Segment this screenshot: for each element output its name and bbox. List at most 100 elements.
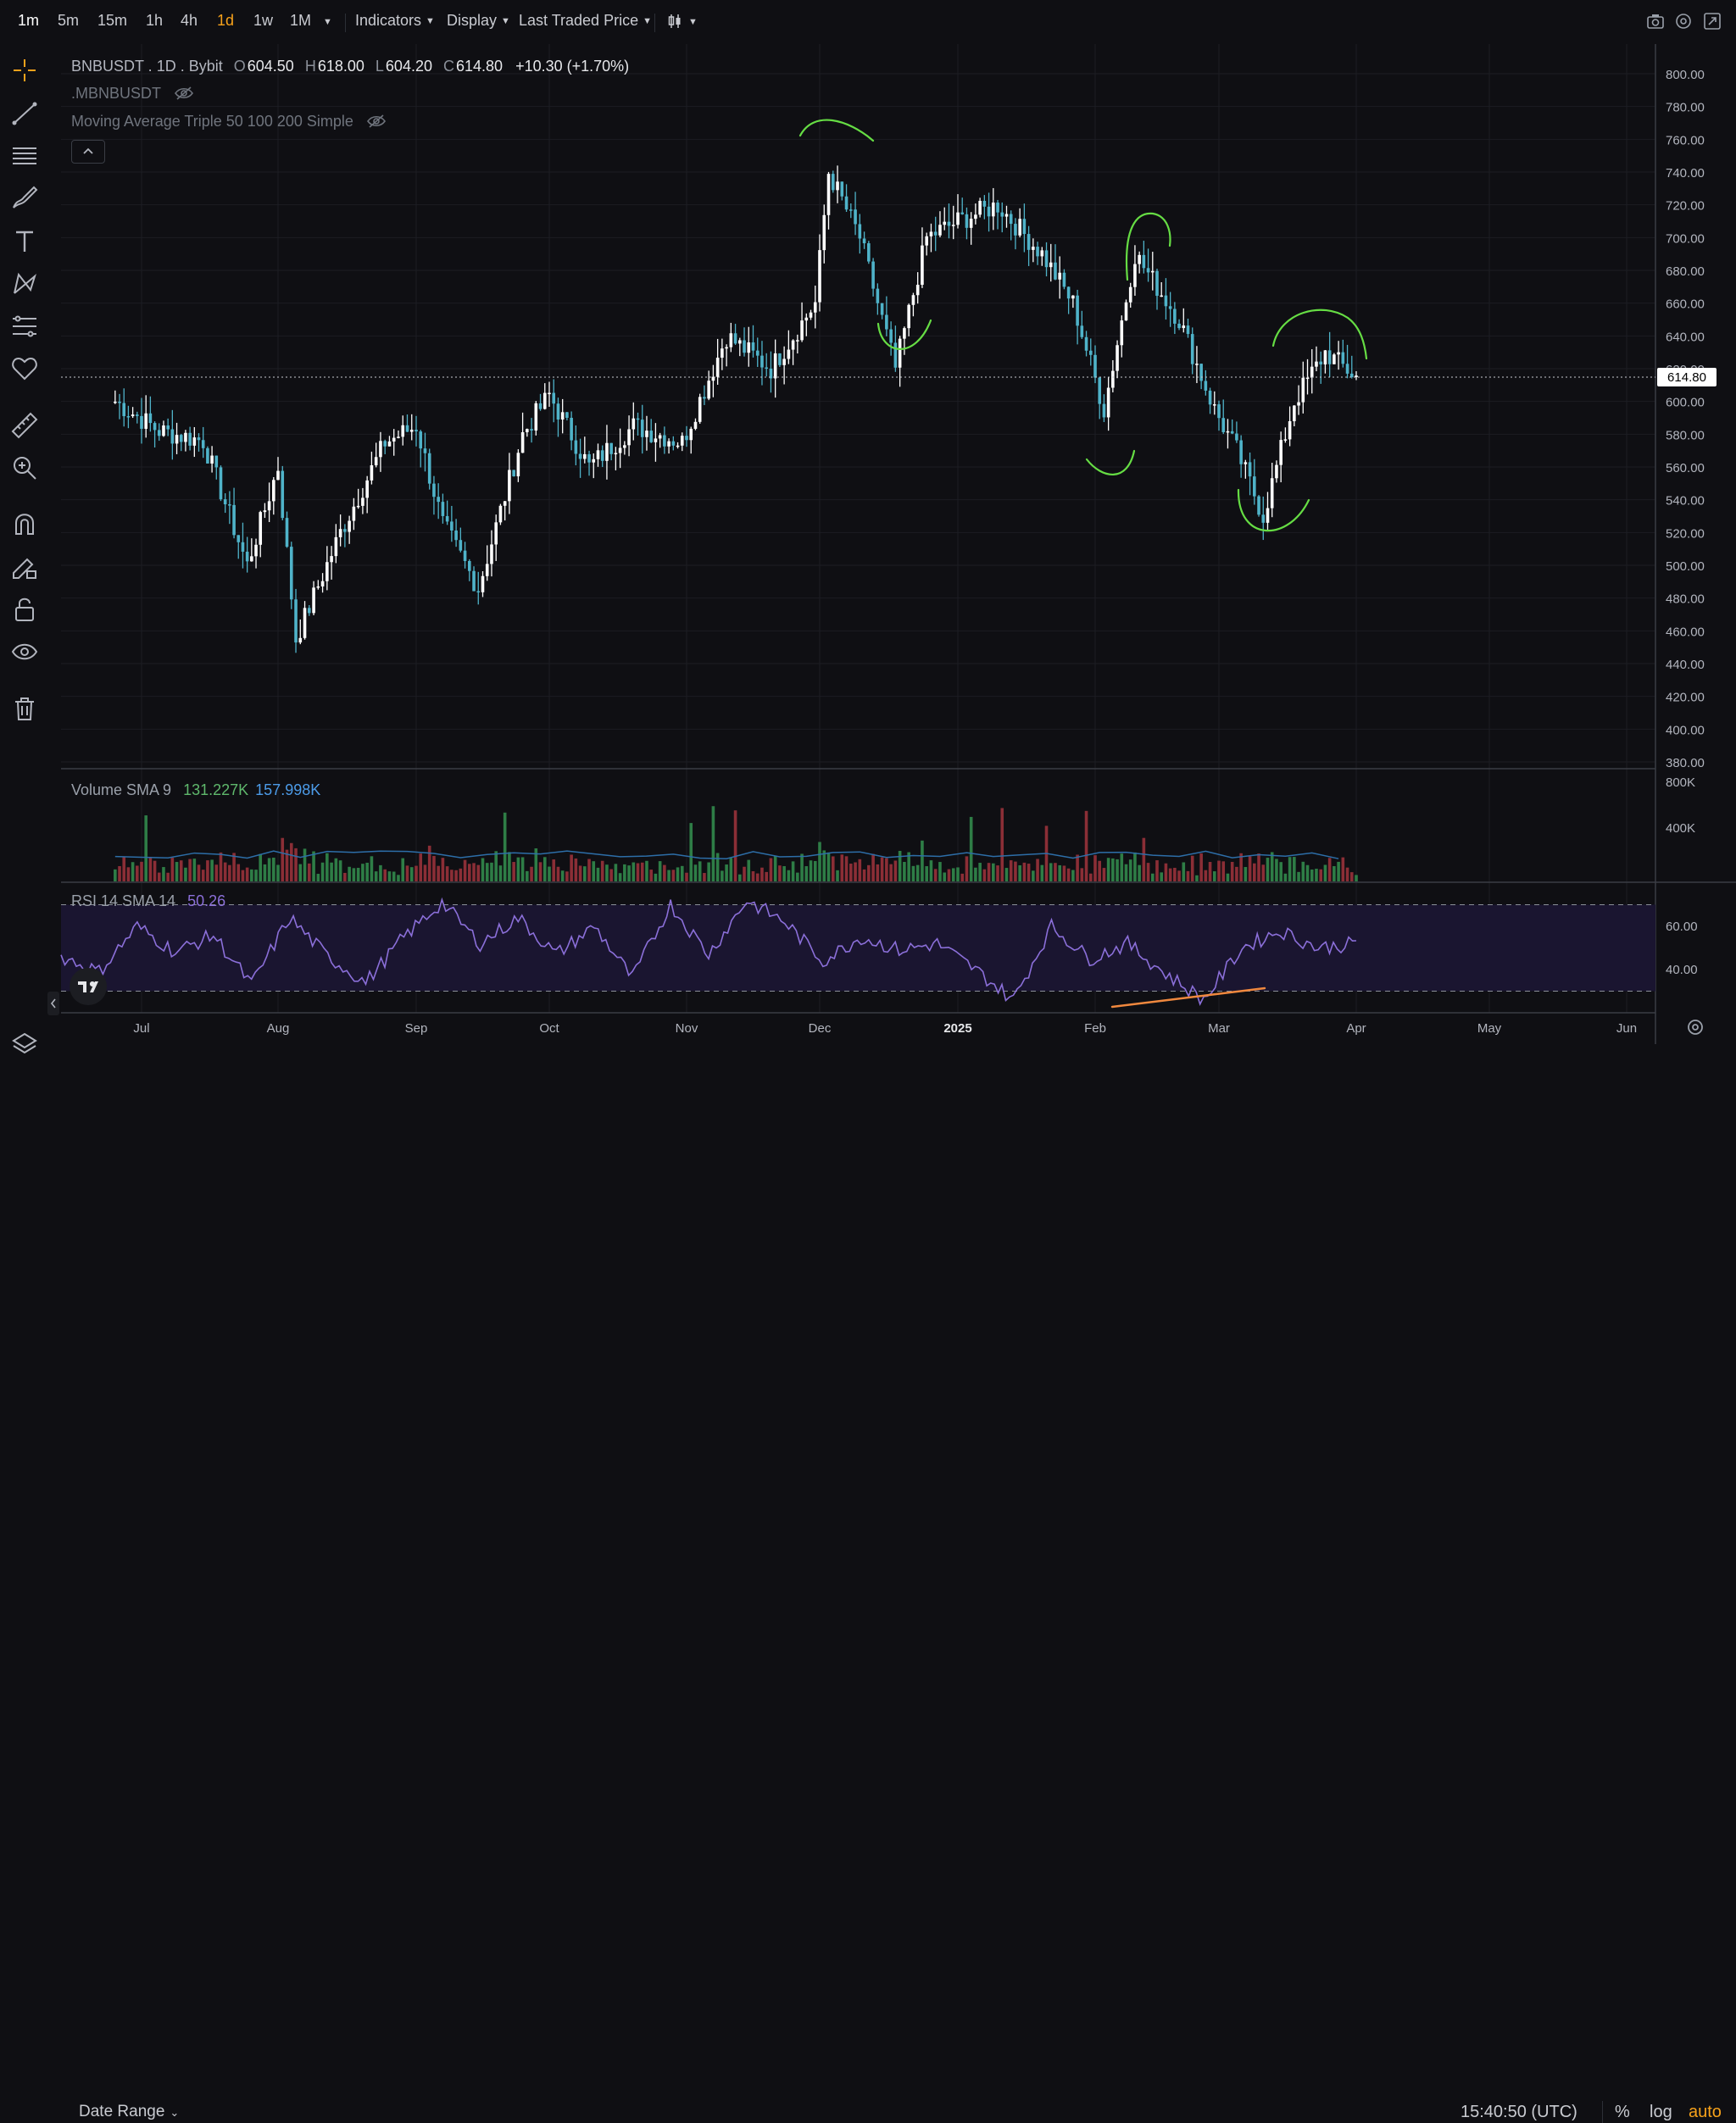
trash-icon[interactable] — [10, 694, 39, 723]
volume-bar — [583, 866, 587, 881]
horizontal-lines-icon[interactable] — [10, 142, 39, 170]
volume-bar — [1293, 857, 1296, 881]
volume-bar — [312, 851, 315, 881]
candle-body — [1102, 403, 1106, 418]
utc-clock[interactable]: 15:40:50 (UTC) — [1461, 2103, 1577, 2121]
display-menu[interactable]: Display ▼ — [447, 12, 510, 30]
volume-bar — [330, 862, 333, 881]
candle-body — [157, 430, 161, 436]
candle-body — [136, 414, 139, 416]
axis-settings-gear-icon — [1688, 1020, 1703, 1035]
heart-icon[interactable] — [10, 354, 39, 383]
zoom-in-icon[interactable] — [10, 453, 39, 482]
compare-symbol-label: .MBNBUSDT — [71, 85, 161, 102]
candle-body — [1341, 352, 1345, 364]
volume-bar — [490, 862, 493, 881]
pattern-icon[interactable] — [10, 270, 39, 298]
crosshair-icon[interactable] — [10, 56, 39, 85]
layers-icon[interactable] — [10, 1030, 39, 1059]
chart-canvas[interactable]: 800.00 780.00 760.00 740.00 720.00 700.00 680.… — [0, 0, 1736, 1044]
y-tick-label: 640.00 — [1666, 330, 1705, 344]
timeframe-4h[interactable]: 4h — [181, 12, 198, 29]
lock-drawings-icon[interactable] — [10, 553, 39, 581]
volume-bar — [689, 823, 693, 881]
text-tool-icon[interactable] — [10, 227, 39, 256]
volume-bar — [1054, 863, 1057, 881]
eye-icon[interactable] — [10, 637, 39, 666]
candle-body — [490, 544, 493, 564]
candle-body — [1177, 323, 1181, 329]
x-tick-label: Jul — [133, 1021, 149, 1036]
eye-hidden-icon[interactable] — [174, 86, 194, 101]
candle-body — [809, 312, 813, 318]
price-source-menu[interactable]: Last Traded Price ▼ — [519, 12, 652, 30]
candle-body — [179, 435, 183, 442]
candle-body — [965, 214, 969, 228]
ruler-icon[interactable] — [10, 411, 39, 440]
candle-body — [921, 245, 924, 286]
timeframe-1m[interactable]: 1m — [18, 12, 40, 29]
scroll-left-button[interactable] — [47, 992, 59, 1015]
timeframe-5m[interactable]: 5m — [58, 12, 80, 29]
volume-bar — [343, 872, 347, 881]
unlock-icon[interactable] — [10, 595, 39, 624]
bottom-bar: Date Range ⌄ 15:40:50 (UTC) % log auto — [0, 1044, 1736, 2123]
log-scale-button[interactable]: log — [1650, 2103, 1672, 2121]
fullscreen-icon[interactable] — [1703, 12, 1722, 31]
high-value: 618.00 — [317, 58, 364, 75]
candle-body — [1239, 440, 1243, 464]
collapse-legend-button[interactable] — [71, 140, 105, 164]
magnet-icon[interactable] — [10, 510, 39, 539]
fib-icon[interactable] — [10, 312, 39, 341]
candle-body — [929, 231, 933, 236]
timeframe-1h[interactable]: 1h — [146, 12, 164, 29]
eye-hidden-icon[interactable] — [366, 114, 387, 129]
candle-body — [241, 542, 245, 552]
timeframe-1w[interactable]: 1w — [253, 12, 274, 29]
rsi-label[interactable]: RSI 14 SMA 14 — [71, 892, 176, 909]
timeframe-more-caret-icon[interactable]: ▼ — [323, 17, 332, 27]
volume-bar — [289, 842, 293, 881]
gear-icon[interactable] — [1674, 12, 1693, 31]
volume-bar — [1164, 863, 1168, 881]
timeframe-1d[interactable]: 1d — [217, 12, 235, 29]
auto-scale-button[interactable]: auto — [1689, 2103, 1722, 2121]
date-range-button[interactable]: Date Range ⌄ — [79, 2103, 179, 2121]
volume-bar — [867, 864, 871, 881]
candle-type-caret-icon[interactable]: ▼ — [688, 17, 698, 27]
candle-body — [1248, 462, 1252, 477]
candle-body — [978, 200, 982, 215]
indicators-menu[interactable]: Indicators ▼ — [355, 12, 435, 30]
volume-bar — [1071, 870, 1075, 881]
volume-bar — [587, 859, 591, 881]
candle-body — [1142, 254, 1146, 269]
trendline-icon[interactable] — [10, 99, 39, 128]
candle-body — [1009, 214, 1013, 225]
volume-bar — [623, 864, 626, 881]
candle-body — [232, 504, 236, 536]
candle-body — [245, 551, 249, 562]
symbol-title[interactable]: BNBUSDT . 1D . Bybit — [71, 58, 223, 75]
candle-body — [1027, 234, 1031, 250]
candle-type-icon[interactable] — [666, 12, 685, 31]
candle-body — [698, 397, 702, 422]
volume-bar — [943, 872, 947, 881]
candle-body — [468, 560, 471, 571]
volume-bar — [1177, 870, 1181, 881]
timeframe-1M[interactable]: 1M — [290, 12, 312, 29]
timeframe-15m[interactable]: 15m — [97, 12, 128, 29]
brush-icon[interactable] — [10, 184, 39, 213]
tradingview-logo[interactable] — [70, 968, 107, 1005]
candle-body — [654, 438, 658, 442]
camera-icon[interactable] — [1646, 12, 1665, 31]
ma-legend[interactable]: Moving Average Triple 50 100 200 Simple — [71, 113, 387, 131]
candle-body — [1199, 364, 1203, 381]
volume-bar — [1244, 867, 1248, 881]
percent-scale-button[interactable]: % — [1615, 2103, 1630, 2121]
compare-symbol-legend[interactable]: .MBNBUSDT — [71, 85, 194, 103]
volume-bar — [1106, 858, 1110, 881]
candle-body — [956, 212, 960, 225]
volume-bar — [361, 864, 364, 881]
volume-label[interactable]: Volume SMA 9 — [71, 781, 172, 798]
volume-bar — [1058, 864, 1061, 881]
